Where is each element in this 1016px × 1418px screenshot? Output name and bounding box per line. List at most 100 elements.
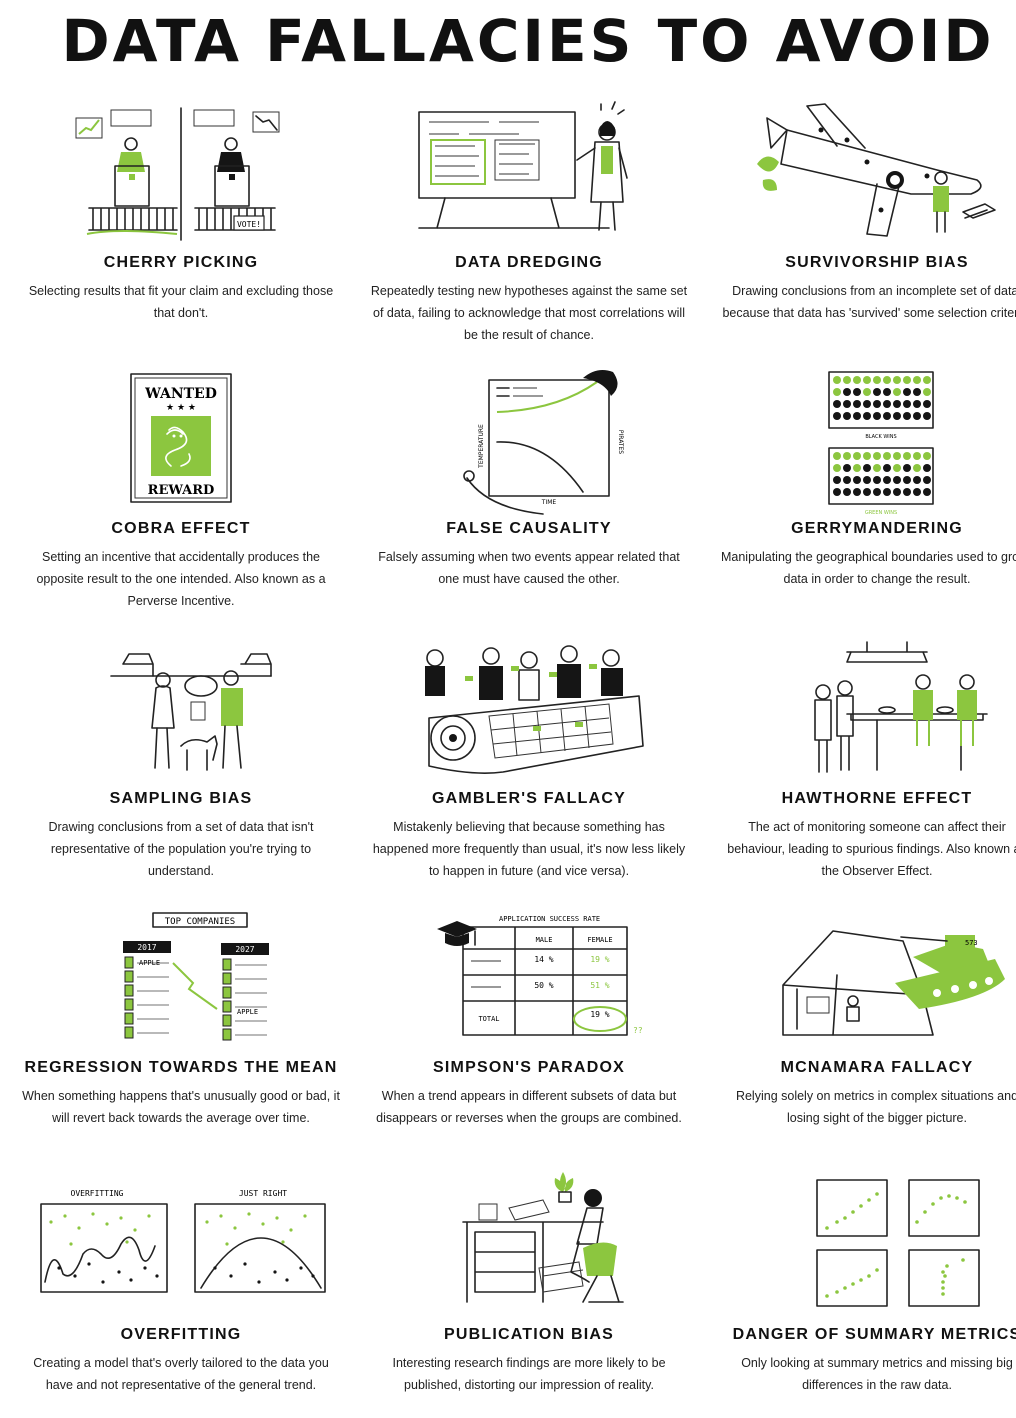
rank-cell [124, 1026, 134, 1039]
wanted-text: WANTED [144, 386, 217, 402]
rank-cell [124, 984, 134, 997]
regression-illustration: TOP COMPANIES 2017 2027 APPLE APPLE [31, 905, 331, 1055]
voter-dot [873, 464, 881, 472]
green-wins-label: GREEN WINS [865, 510, 897, 516]
fallacy-title: GAMBLER'S FALLACY [432, 790, 626, 807]
data-point [105, 1222, 109, 1226]
fallacy-description: Only looking at summary metrics and miss… [741, 1356, 1013, 1392]
data-point [143, 1266, 147, 1270]
rank-cell [222, 1014, 232, 1027]
voter-dot [863, 464, 871, 472]
rank-cell [222, 972, 232, 985]
voter-dot [853, 376, 861, 384]
data-point [875, 1268, 879, 1272]
fallacy-description: Interesting research findings are more l… [392, 1356, 666, 1392]
fallacy-title: COBRA EFFECT [111, 520, 251, 537]
voter-dot [923, 388, 931, 396]
fallacy-description: Mistakenly believing that because someth… [372, 820, 686, 878]
data-point [213, 1266, 217, 1270]
fallacy-description: When something happens that's unusually … [22, 1089, 340, 1125]
data-point [939, 1196, 943, 1200]
fallacy-card-hawthorne-effect: HAWTHORNE EFFECT The act of monitoring s… [708, 636, 1016, 882]
data-point [961, 1258, 965, 1262]
voter-dot [893, 388, 901, 396]
fallacy-card-publication-bias: PUBLICATION BIAS Interesting research fi… [360, 1172, 698, 1396]
data-point [129, 1278, 133, 1282]
voter-dot [903, 464, 911, 472]
female-column-header: FEMALE [587, 936, 612, 944]
fallacy-description: Selecting results that fit your claim an… [28, 284, 334, 320]
fallacy-card-mcnamara-fallacy: 573 MCNAMARA FALLACY Relying solely on m… [708, 905, 1016, 1129]
fallacy-description: Drawing conclusions from a set of data t… [48, 820, 314, 878]
voter-dot [893, 376, 901, 384]
data-point [843, 1216, 847, 1220]
fallacy-card-gamblers-fallacy: GAMBLER'S FALLACY Mistakenly believing t… [360, 636, 698, 882]
data-point [851, 1210, 855, 1214]
cell-female-subject1: 19 % [590, 955, 609, 964]
false-causality-illustration: TEMPERATURE PIRATES TIME [379, 366, 679, 516]
hawthorne-effect-illustration [727, 636, 1016, 786]
voter-dot [853, 452, 861, 460]
data-point [945, 1264, 949, 1268]
voter-dot [893, 488, 901, 496]
data-point [941, 1270, 945, 1274]
voter-dot [853, 464, 861, 472]
voter-dot [883, 412, 891, 420]
data-point [289, 1228, 293, 1232]
voter-dot [883, 488, 891, 496]
data-point [825, 1226, 829, 1230]
rank-cell [222, 1000, 232, 1013]
voter-dot [853, 476, 861, 484]
voter-dot [843, 452, 851, 460]
fallacy-card-cobra-effect: WANTED ★ ★ ★ REWARD COBRA EFFECT Setting… [12, 366, 350, 612]
voter-dot [863, 388, 871, 396]
data-point [49, 1220, 53, 1224]
data-point [923, 1210, 927, 1214]
data-point [73, 1274, 77, 1278]
overfitting-panel-label: OVERFITTING [71, 1189, 124, 1198]
voter-dot [923, 376, 931, 384]
cherry-picking-illustration: VOTE! [31, 100, 331, 250]
rank-cell [124, 1012, 134, 1025]
data-point [229, 1274, 233, 1278]
voter-dot [863, 412, 871, 420]
fallacy-title: DATA DREDGING [455, 254, 603, 271]
data-point [311, 1274, 315, 1278]
voter-dot [913, 488, 921, 496]
data-point [303, 1214, 307, 1218]
data-point [117, 1270, 121, 1274]
voter-dot [833, 476, 841, 484]
data-point [867, 1198, 871, 1202]
voter-dot [913, 388, 921, 396]
data-point [859, 1204, 863, 1208]
data-point [275, 1216, 279, 1220]
voter-dot [873, 488, 881, 496]
voter-dot [903, 412, 911, 420]
year-2017-label: 2017 [137, 943, 156, 952]
voter-dot [843, 476, 851, 484]
voter-dot [913, 412, 921, 420]
data-point [219, 1214, 223, 1218]
fallacy-card-overfitting: OVERFITTING JUST RIGHT OVERFITTING Creat… [12, 1172, 350, 1396]
fallacy-title: REGRESSION TOWARDS THE MEAN [24, 1059, 338, 1076]
data-point [101, 1280, 105, 1284]
voter-dot [833, 388, 841, 396]
data-point [243, 1262, 247, 1266]
voter-dot [863, 452, 871, 460]
data-point [155, 1274, 159, 1278]
data-point [205, 1220, 209, 1224]
fallacy-title: SIMPSON'S PARADOX [433, 1059, 625, 1076]
data-point [851, 1282, 855, 1286]
fallacy-card-sampling-bias: SAMPLING BIAS Drawing conclusions from a… [12, 636, 350, 882]
gerrymandering-illustration: BLACK WINS GREEN WINS [727, 366, 1016, 516]
voter-dot [863, 488, 871, 496]
voter-dot [843, 412, 851, 420]
voter-dot [843, 388, 851, 396]
data-point [835, 1220, 839, 1224]
voter-dot [853, 412, 861, 420]
vote-sign-text: VOTE! [237, 220, 261, 229]
data-point [943, 1274, 947, 1278]
fallacy-description: Manipulating the geographical boundaries… [720, 550, 1016, 586]
fallacy-title: SAMPLING BIAS [109, 790, 253, 807]
publication-bias-illustration [379, 1172, 679, 1322]
